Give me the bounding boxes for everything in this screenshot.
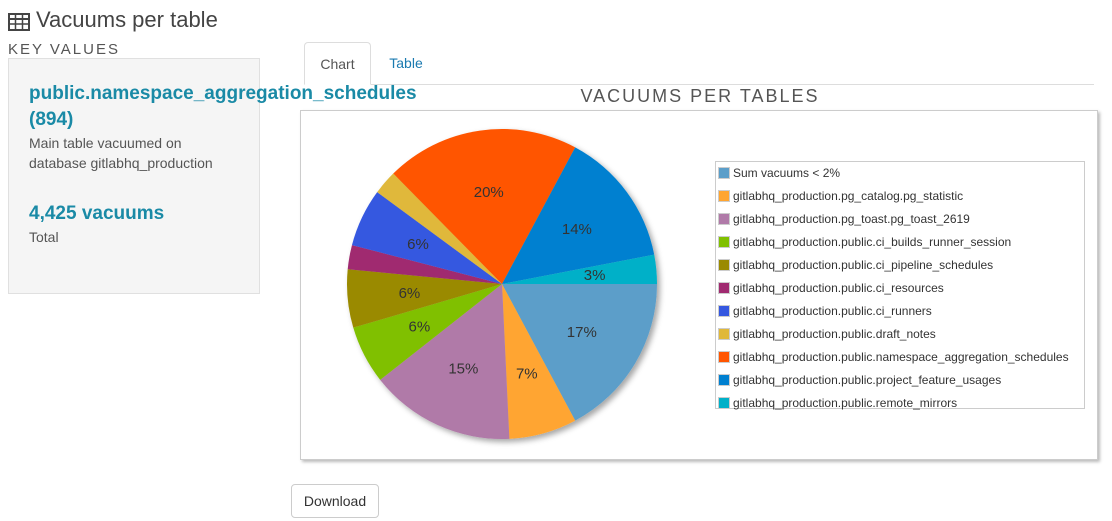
- pie-slice-label-4: 6%: [399, 285, 421, 302]
- legend-item: gitlabhq_production.public.draft_notes: [718, 324, 936, 344]
- chart-title: Vacuums per tables: [580, 86, 820, 106]
- legend-item: gitlabhq_production.public.ci_builds_run…: [718, 232, 1011, 252]
- key-values-heading: Key values: [8, 41, 120, 58]
- page-title-text: Vacuums per table: [36, 7, 218, 32]
- legend-item: Sum vacuums < 2%: [718, 163, 840, 183]
- chart-legend: Sum vacuums < 2% gitlabhq_production.pg_c…: [715, 161, 1085, 410]
- tab-chart[interactable]: Chart: [304, 42, 371, 85]
- legend-label: gitlabhq_production.public.draft_notes: [733, 327, 936, 341]
- legend-label: gitlabhq_production.public.namespace_agg…: [733, 350, 1069, 364]
- legend-swatch: [718, 167, 730, 179]
- legend-label: gitlabhq_production.public.ci_builds_run…: [733, 235, 1012, 249]
- legend-label: gitlabhq_production.public.ci_pipeline_s…: [733, 258, 994, 272]
- legend-item: gitlabhq_production.pg_toast.pg_toast_26…: [718, 209, 970, 229]
- pie-slice-label-8: 20%: [474, 184, 504, 201]
- legend-item: gitlabhq_production.public.project_featu…: [718, 370, 1001, 390]
- view-tabs: Chart Table: [304, 42, 1094, 85]
- pie-slice-9: [502, 147, 655, 284]
- legend-swatch: [718, 282, 730, 294]
- download-button[interactable]: Download: [291, 484, 379, 518]
- main-table-name: public.namespace_aggregation_schedules: [29, 83, 417, 104]
- pie-slice-label-9: 14%: [562, 221, 592, 238]
- pie-slice-7: [377, 173, 502, 284]
- page-title: Vacuums per table: [8, 6, 218, 34]
- table-icon: [8, 11, 30, 31]
- tab-table[interactable]: Table: [389, 55, 423, 71]
- pie-slice-1: [502, 284, 576, 439]
- legend-swatch: [718, 374, 730, 386]
- pie-slice-label-10: 3%: [584, 267, 606, 284]
- legend-label: gitlabhq_production.pg_catalog.pg_statis…: [733, 189, 964, 203]
- legend-swatch: [718, 351, 730, 363]
- pie-slice-label-6: 6%: [407, 236, 429, 253]
- pie-chart: 17% 7% 15% 6% 6% 6% 20% 14% 3%: [347, 128, 657, 439]
- pie-slice-4: [347, 269, 502, 328]
- pie-slice-label-3: 6%: [408, 319, 430, 336]
- pie-slice-label-0: 17%: [567, 324, 597, 341]
- legend-swatch: [718, 236, 730, 248]
- legend-swatch: [718, 305, 730, 317]
- legend-swatch: [718, 328, 730, 340]
- pie-slice-2: [380, 284, 510, 439]
- legend-item: gitlabhq_production.pg_catalog.pg_statis…: [718, 186, 963, 206]
- legend-label: gitlabhq_production.pg_toast.pg_toast_26…: [733, 212, 970, 226]
- legend-swatch: [718, 259, 730, 271]
- main-table-count: (894): [29, 109, 74, 130]
- main-table-value: public.namespace_aggregation_schedules (…: [29, 81, 449, 133]
- legend-label: Sum vacuums < 2%: [733, 166, 841, 180]
- total-vacuums-value: 4,425 vacuums: [29, 203, 165, 224]
- pie-slice-label-1: 7%: [516, 366, 538, 383]
- legend-item: gitlabhq_production.public.ci_runners: [718, 301, 932, 321]
- legend-item: gitlabhq_production.public.remote_mirror…: [718, 393, 957, 413]
- pie-slice-10: [502, 254, 657, 284]
- legend-swatch: [718, 190, 730, 202]
- legend-label: gitlabhq_production.public.ci_resources: [733, 281, 944, 295]
- legend-item: gitlabhq_production.public.namespace_agg…: [718, 347, 1069, 367]
- legend-label: gitlabhq_production.public.remote_mirror…: [733, 396, 958, 410]
- pie-slice-8: [393, 128, 576, 284]
- pie-slice-label-2: 15%: [448, 361, 478, 378]
- pie-slice-3: [353, 284, 502, 380]
- legend-swatch: [718, 213, 730, 225]
- legend-label: gitlabhq_production.public.ci_runners: [733, 304, 932, 318]
- pie-slice-6: [351, 192, 502, 284]
- legend-item: gitlabhq_production.public.ci_pipeline_s…: [718, 255, 993, 275]
- legend-swatch: [718, 397, 730, 409]
- pie-slice-5: [347, 245, 502, 284]
- legend-item: gitlabhq_production.public.ci_resources: [718, 278, 944, 298]
- key-values-panel: public.namespace_aggregation_schedules (…: [8, 58, 417, 294]
- main-table-description: Main table vacuumed on database gitlabhq…: [29, 135, 213, 171]
- total-vacuums-label: Total: [29, 229, 59, 245]
- pie-slice-0: [502, 284, 657, 421]
- legend-label: gitlabhq_production.public.project_featu…: [733, 373, 1002, 387]
